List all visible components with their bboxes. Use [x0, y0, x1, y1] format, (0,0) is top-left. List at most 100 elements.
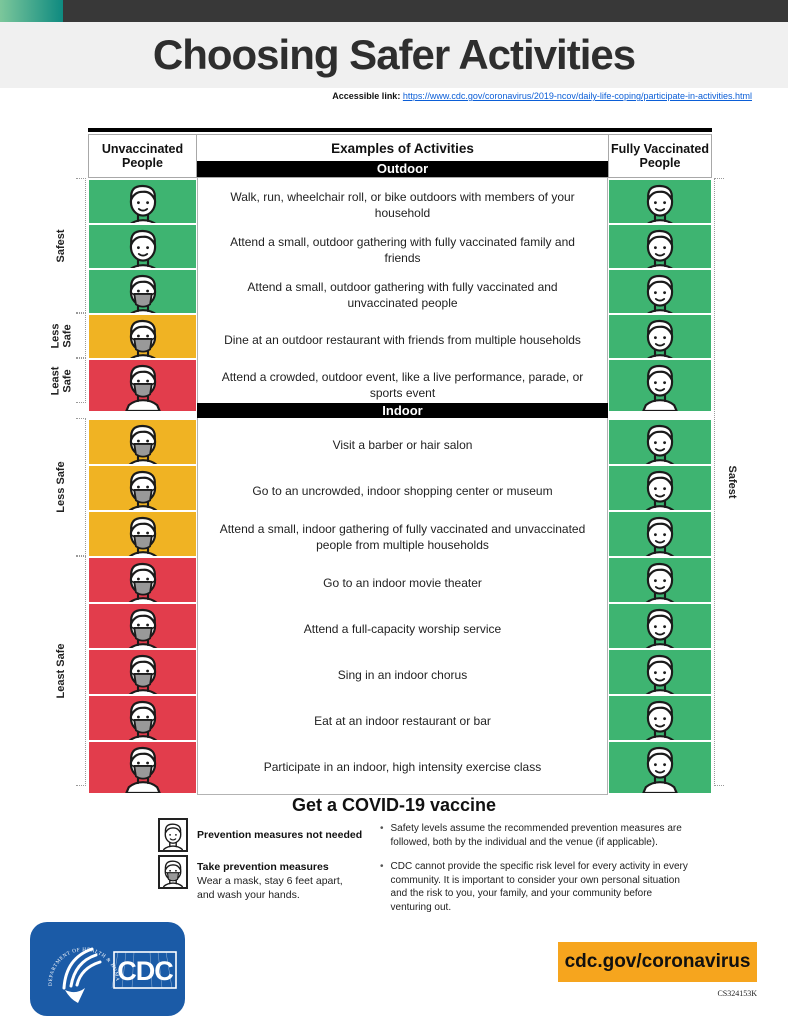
divider-spacer — [88, 403, 197, 418]
risk-label-group-safest-outdoor: Safest — [52, 178, 86, 313]
footer-url-link[interactable]: cdc.gov/coronavirus — [564, 951, 751, 972]
bracket-line — [76, 313, 86, 358]
bracket-line — [76, 358, 86, 403]
accessible-link-url[interactable]: https://www.cdc.gov/coronavirus/2019-nco… — [402, 91, 752, 101]
legend: Prevention measures not needed Take prev… — [158, 818, 373, 905]
vaccinated-risk-cell — [608, 510, 712, 565]
risk-color-block — [609, 270, 711, 321]
risk-color-block — [609, 512, 711, 563]
divider-spacer — [608, 403, 712, 418]
activity-description: Go to an indoor movie theater — [197, 556, 608, 611]
section-label-bar: Indoor — [197, 403, 608, 418]
vaccinated-risk-cell — [608, 694, 712, 749]
cdc-logo-text: CDC — [117, 956, 173, 986]
table-row: Eat at an indoor restaurant or bar — [88, 694, 712, 749]
risk-color-block — [89, 225, 196, 276]
risk-color-block — [609, 420, 711, 471]
unvaccinated-risk-cell — [88, 556, 197, 611]
vaccinated-risk-cell — [608, 464, 712, 519]
table-row: Participate in an indoor, high intensity… — [88, 740, 712, 795]
bullet-dot: • — [380, 823, 384, 834]
risk-label-group-less-safe-outdoor: Less Safe — [49, 313, 86, 358]
vaccine-heading: Get a COVID-19 vaccine — [291, 795, 497, 815]
risk-label: Less Safe — [55, 461, 68, 513]
unvaccinated-risk-cell — [88, 510, 197, 565]
bracket-line — [76, 178, 86, 313]
risk-color-block — [609, 180, 711, 231]
risk-color-block — [609, 466, 711, 517]
risk-label: Less Safe — [49, 322, 73, 349]
col-header-examples: Examples of Activities Outdoor — [196, 134, 609, 178]
risk-label: Least Safe — [55, 643, 68, 699]
table-row: Walk, run, wheelchair roll, or bike outd… — [88, 178, 712, 233]
face-masked-icon — [158, 858, 188, 889]
activity-description: Eat at an indoor restaurant or bar — [197, 694, 608, 749]
unvaccinated-risk-cell — [88, 464, 197, 519]
activity-description: Attend a full-capacity worship service — [197, 602, 608, 657]
risk-label: Least Safe — [49, 366, 73, 395]
unvaccinated-risk-cell — [88, 358, 197, 413]
disclaimer-bullets: • Safety levels assume the recommended p… — [380, 822, 720, 925]
legend-label: Prevention measures not needed — [197, 829, 363, 841]
vaccinated-risk-cell — [608, 358, 712, 413]
risk-color-block — [609, 225, 711, 276]
legend-sub-text: Wear a mask, stay 6 feet apart, and wash… — [197, 875, 343, 901]
face-masked-icon — [89, 743, 196, 793]
title-band: Choosing Safer Activities — [0, 22, 788, 88]
table-row: Go to an uncrowded, indoor shopping cent… — [88, 464, 712, 519]
risk-color-block — [89, 180, 196, 231]
page-title: Choosing Safer Activities — [152, 31, 636, 78]
legend-text: Take prevention measures Wear a mask, st… — [197, 855, 349, 902]
risk-color-block — [609, 315, 711, 366]
table-row: Attend a small, indoor gathering of full… — [88, 510, 712, 565]
risk-color-block — [89, 558, 196, 609]
vaccinated-risk-cell — [608, 556, 712, 611]
table-header: Unvaccinated People Examples of Activiti… — [88, 134, 712, 178]
legend-label: Take prevention measures — [197, 861, 329, 873]
vaccinated-risk-cell — [608, 740, 712, 795]
bullet-text: Safety levels assume the recommended pre… — [390, 823, 682, 848]
risk-color-block — [89, 604, 196, 655]
risk-color-block — [89, 315, 196, 366]
legend-face-box — [158, 855, 188, 889]
risk-color-block — [89, 270, 196, 321]
legend-item-take-measures: Take prevention measures Wear a mask, st… — [158, 855, 373, 902]
table-row: Attend a crowded, outdoor event, like a … — [88, 358, 712, 413]
table-row: Sing in an indoor chorus — [88, 648, 712, 703]
risk-color-block — [89, 466, 196, 517]
risk-label-group-least-safe-outdoor: Least Safe — [49, 358, 86, 403]
risk-color-block — [609, 650, 711, 701]
teal-accent-block — [0, 0, 63, 22]
table-row: Dine at an outdoor restaurant with frien… — [88, 313, 712, 368]
activity-description: Go to an uncrowded, indoor shopping cent… — [197, 464, 608, 519]
vaccinated-risk-cell — [608, 418, 712, 473]
activity-description: Sing in an indoor chorus — [197, 648, 608, 703]
risk-label-group-safest-vaccinated: Safest — [714, 178, 748, 786]
table-top-border — [88, 128, 712, 132]
bullet-dot: • — [380, 861, 384, 872]
activity-description: Participate in an indoor, high intensity… — [197, 740, 608, 795]
unvaccinated-risk-cell — [88, 694, 197, 749]
risk-color-block — [609, 604, 711, 655]
col-header-vaccinated: Fully Vaccinated People — [608, 134, 712, 178]
legend-face-box — [158, 818, 188, 852]
table-row: Visit a barber or hair salon — [88, 418, 712, 473]
bullet-text: CDC cannot provide the specific risk lev… — [390, 861, 688, 913]
section-indoor: Visit a barber or hair salon Go to an un… — [88, 418, 712, 795]
face-unmasked-icon — [158, 821, 188, 852]
cdc-hhs-logo: DEPARTMENT OF HEALTH & HUMAN SERVICES • … — [28, 918, 185, 1021]
accessible-link-label: Accessible link: — [332, 91, 401, 101]
risk-color-block — [89, 512, 196, 563]
examples-header-label: Examples of Activities — [331, 140, 474, 156]
table-row: Attend a small, outdoor gathering with f… — [88, 268, 712, 323]
bracket-line — [76, 556, 86, 786]
vaccinated-risk-cell — [608, 648, 712, 703]
bracket-line — [76, 418, 86, 556]
risk-color-block — [609, 742, 711, 793]
unvaccinated-risk-cell — [88, 648, 197, 703]
table-row: Attend a full-capacity worship service — [88, 602, 712, 657]
risk-label-group-less-safe-indoor: Less Safe — [52, 418, 86, 556]
risk-color-block — [89, 742, 196, 793]
risk-color-block — [89, 650, 196, 701]
risk-color-block — [89, 360, 196, 411]
